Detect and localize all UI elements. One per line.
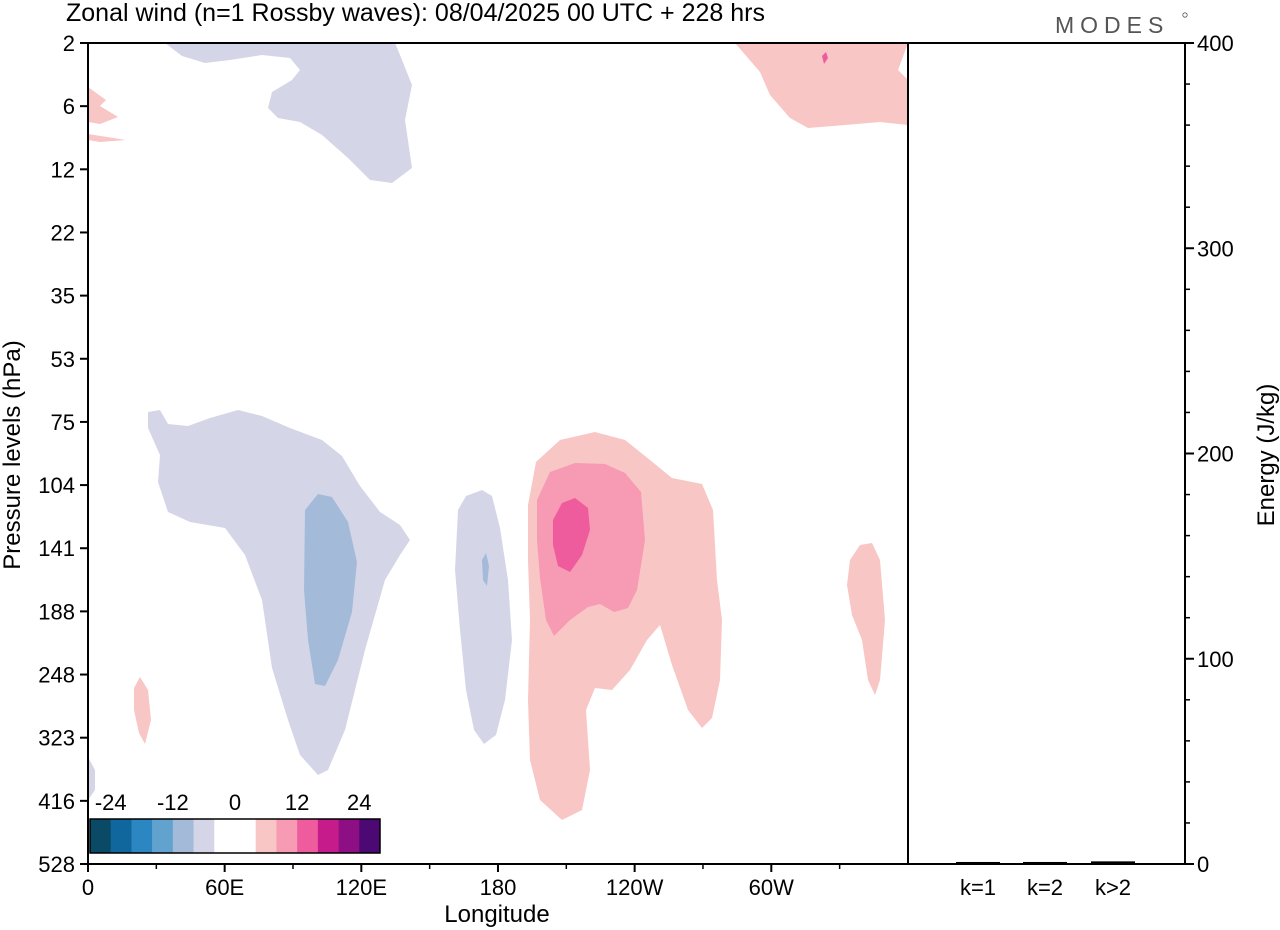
energy-axis-label: Energy (J/kg) [1253,384,1280,527]
y-tick-label: 188 [38,599,75,624]
colorbar-swatch [297,819,319,853]
y-tick-label: 22 [51,220,75,245]
chart-title: Zonal wind (n=1 Rossby waves): 08/04/202… [66,0,765,27]
colorbar-label: -24 [95,790,127,815]
logo-registered-mark [1182,12,1188,18]
contour-pos1-right [847,543,885,695]
colorbar-swatch [110,819,132,853]
energy-bar [1023,861,1067,863]
contour-neg2-dateline [482,553,489,586]
contour-neg1-top [165,43,412,183]
colorbar-swatch [131,819,153,853]
contour-neg1-africa [148,410,410,775]
energy-category-label: k>2 [1095,875,1131,900]
contour-pos1-topright [735,43,908,128]
colorbar-label: -12 [157,790,189,815]
colorbar-label: 24 [347,790,371,815]
energy-category-label: k=2 [1027,875,1063,900]
colorbar-swatch [255,819,277,853]
colorbar-legend: -24 -12 0 12 24 [89,790,381,854]
energy-tick-label: 0 [1197,852,1209,877]
x-tick-label: 0 [82,875,94,900]
colorbar-frame [89,818,381,854]
colorbar-swatch [276,819,298,853]
y-tick-label: 35 [51,284,75,309]
energy-category-labels: k=1 k=2 k>2 [960,875,1131,900]
y-tick-label: 2 [63,31,75,56]
y-tick-label: 528 [38,852,75,877]
colorbar-swatch [172,819,194,853]
colorbar-label: 12 [285,790,309,815]
contour-pos3-topright [822,52,828,64]
energy-category-label: k=1 [960,875,996,900]
y-tick-label: 75 [51,410,75,435]
contour-pos1-left-edge [88,87,126,142]
x-axis-ticks: 0 60E 120E 180 120W 60W [82,864,841,900]
x-tick-label: 180 [480,875,517,900]
x-tick-label: 120W [606,875,664,900]
y-tick-label: 53 [51,347,75,372]
modes-logo-text: MODES [1055,12,1169,38]
energy-bar [1091,861,1135,863]
energy-tick-label: 200 [1197,442,1234,467]
colorbar-swatch [193,819,215,853]
y-tick-label: 6 [63,94,75,119]
y-tick-label: 248 [38,663,75,688]
y-tick-label: 416 [38,789,75,814]
x-tick-label: 120E [336,875,387,900]
colorbar-swatch [359,819,381,853]
x-tick-label: 60W [749,875,794,900]
energy-tick-label: 100 [1197,647,1234,672]
y-tick-label: 141 [38,536,75,561]
colorbar-swatch [338,819,360,853]
colorbar-swatch [152,819,174,853]
x-tick-label: 60E [205,875,244,900]
contour-pos1-lower-left [134,677,151,744]
modes-logo: MODES [1055,12,1188,38]
y-axis-label: Pressure levels (hPa) [0,340,26,569]
energy-tick-label: 300 [1197,236,1234,261]
contour-neg2-africa [304,494,357,686]
contour-fills [88,43,908,820]
colorbar-swatch [90,819,112,853]
y-tick-label: 104 [38,473,75,498]
colorbar-swatch [235,819,257,853]
y-tick-label: 323 [38,726,75,751]
y-tick-label: 12 [51,157,75,182]
energy-tick-label: 400 [1197,31,1234,56]
energy-axis-ticks: 0 100 200 300 400 [1185,31,1234,877]
x-axis-label: Longitude [444,901,549,928]
colorbar-label: 0 [229,790,241,815]
contour-neg1-dateline [455,490,512,744]
y-axis-ticks: 2 6 12 22 35 53 75 104 141 188 248 323 416 528 [38,31,88,877]
energy-bar [956,861,1000,863]
contour-neg1-left-edge [88,757,95,800]
energy-bars [956,861,1135,863]
colorbar-swatch [214,819,236,853]
contour-pos3-main [553,498,590,572]
colorbar-swatch [317,819,339,853]
